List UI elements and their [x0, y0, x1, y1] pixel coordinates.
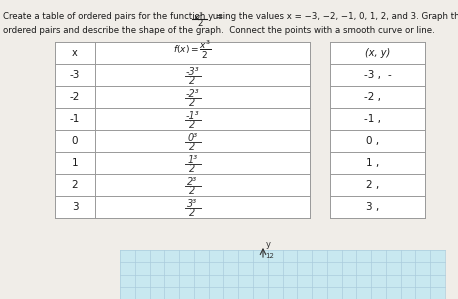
Text: $f(x) = \dfrac{x^3}{2}$: $f(x) = \dfrac{x^3}{2}$	[173, 39, 212, 61]
Text: 2: 2	[189, 76, 196, 86]
Text: -2 ,: -2 ,	[364, 92, 381, 102]
Text: -3 ,: -3 ,	[364, 70, 381, 80]
Text: 0³: 0³	[187, 133, 197, 143]
Text: 2: 2	[197, 19, 202, 28]
Text: 2: 2	[189, 186, 196, 196]
Text: -2: -2	[70, 92, 80, 102]
Text: y: y	[266, 240, 271, 249]
Text: 2: 2	[189, 120, 196, 130]
Bar	[120, 250, 445, 299]
Bar	[330, 42, 425, 218]
Text: 2: 2	[189, 208, 196, 218]
Text: 2: 2	[189, 98, 196, 108]
Text: 2: 2	[189, 164, 196, 174]
Text: 1: 1	[72, 158, 78, 168]
Text: 3³: 3³	[187, 199, 197, 209]
Text: -: -	[387, 70, 392, 80]
Text: 2³: 2³	[187, 177, 197, 187]
Text: $x^3$: $x^3$	[193, 11, 204, 23]
Text: 3: 3	[72, 202, 78, 212]
Text: -1: -1	[70, 114, 80, 124]
Text: using the values x = −3, −2, −1, 0, 1, 2, and 3. Graph the: using the values x = −3, −2, −1, 0, 1, 2…	[210, 12, 458, 21]
Text: 1³: 1³	[187, 155, 197, 165]
Text: x: x	[72, 48, 78, 58]
Bar	[55, 42, 310, 218]
Text: -3: -3	[70, 70, 80, 80]
Text: 1 ,: 1 ,	[366, 158, 379, 168]
Text: Create a table of ordered pairs for the function y =: Create a table of ordered pairs for the …	[3, 12, 223, 21]
Text: 2 ,: 2 ,	[366, 180, 379, 190]
Text: -3³: -3³	[185, 67, 199, 77]
Text: -1³: -1³	[185, 111, 199, 121]
Text: 12: 12	[265, 253, 274, 259]
Text: (x, y): (x, y)	[365, 48, 390, 58]
Text: 2: 2	[189, 142, 196, 152]
Text: ordered pairs and describe the shape of the graph.  Connect the points with a sm: ordered pairs and describe the shape of …	[3, 26, 435, 35]
Text: 2: 2	[72, 180, 78, 190]
Text: -1 ,: -1 ,	[364, 114, 381, 124]
Text: -2³: -2³	[185, 89, 199, 99]
Text: 0: 0	[72, 136, 78, 146]
Text: 0 ,: 0 ,	[366, 136, 379, 146]
Text: 3 ,: 3 ,	[366, 202, 379, 212]
